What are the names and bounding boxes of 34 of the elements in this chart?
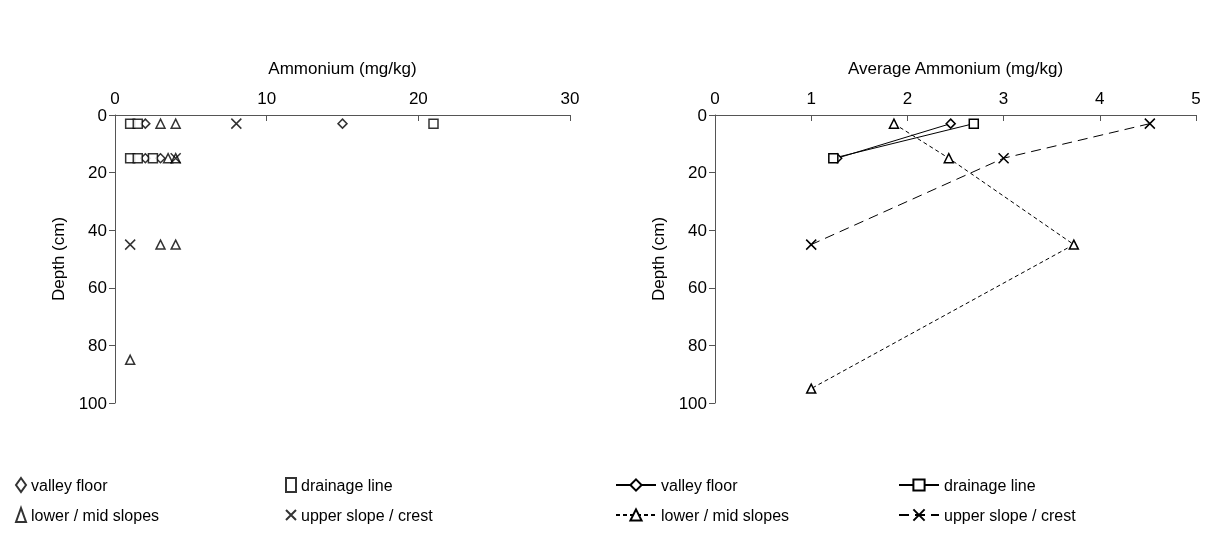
legend-label: lower / mid slopes: [31, 506, 160, 524]
legend-label: drainage line: [944, 476, 1036, 494]
y-tick-label: 100: [678, 393, 707, 413]
x-tick-label: 0: [110, 89, 120, 108]
y-tick-label: 80: [688, 335, 707, 355]
y-tick-label: 60: [688, 278, 707, 298]
legend-label: valley floor: [661, 476, 739, 494]
y-tick-label: 20: [88, 163, 107, 183]
legend-label: valley floor: [31, 476, 109, 494]
x-tick-label: 1: [806, 89, 816, 108]
x-axis-title: Ammonium (mg/kg): [268, 59, 417, 78]
y-tick-label: 80: [88, 335, 107, 355]
y-tick-label: 0: [697, 105, 707, 125]
x-tick-label: 30: [560, 89, 580, 108]
y-tick-label: 100: [78, 393, 107, 413]
x-tick-label: 3: [998, 89, 1009, 108]
x-tick-label: 10: [257, 89, 277, 108]
y-axis-title: Depth (cm): [49, 216, 68, 302]
y-tick-label: 20: [688, 163, 707, 183]
x-tick-label: 20: [408, 89, 428, 108]
y-tick-label: 40: [88, 220, 107, 240]
x-tick-label: 2: [902, 89, 913, 108]
legend-label: lower / mid slopes: [661, 506, 790, 524]
x-tick-label: 5: [1191, 89, 1201, 108]
y-tick-label: 60: [88, 278, 107, 298]
legend-label: upper slope / crest: [944, 506, 1077, 524]
y-axis-title: Depth (cm): [649, 216, 668, 302]
legend-label: drainage line: [301, 476, 393, 494]
x-axis-title: Average Ammonium (mg/kg): [847, 59, 1064, 78]
y-tick-label: 40: [688, 220, 707, 240]
x-tick-label: 4: [1095, 89, 1105, 108]
x-tick-label: 0: [710, 89, 720, 108]
y-tick-label: 0: [97, 105, 107, 125]
legend-label: upper slope / crest: [301, 506, 434, 524]
